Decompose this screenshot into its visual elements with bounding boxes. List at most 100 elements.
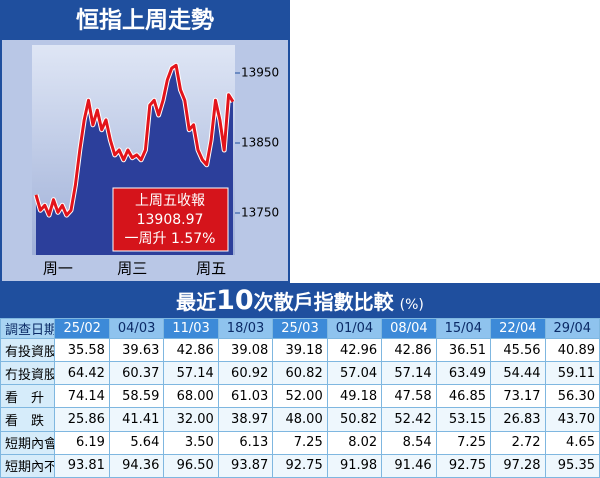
cell: 93.87 — [217, 453, 274, 478]
cell: 2.72 — [490, 430, 546, 455]
cell: 7.25 — [272, 430, 328, 455]
x-tick-label: 周一 — [43, 260, 73, 278]
row-label: 有投資股票 — [0, 337, 56, 363]
row: 短期內不會入市93.8194.3696.5093.8792.7591.9891.… — [0, 453, 600, 478]
cell: 92.75 — [435, 453, 492, 478]
cell: 47.58 — [381, 384, 437, 409]
header-cell: 08/04 — [381, 318, 437, 339]
row: 短期內會入市6.195.643.506.137.258.028.547.252.… — [0, 430, 600, 455]
cell: 53.15 — [435, 407, 492, 432]
header-cell: 22/04 — [490, 318, 546, 339]
cell: 93.81 — [54, 453, 110, 478]
cell: 36.51 — [435, 337, 492, 363]
cell: 46.85 — [435, 384, 492, 409]
table: 調查日期 25/02 04/03 11/03 18/03 25/03 01/04 08/04 1… — [0, 318, 600, 478]
cell: 68.00 — [163, 384, 219, 409]
cell: 61.03 — [217, 384, 274, 409]
cell: 39.08 — [217, 337, 274, 363]
header-cell: 11/03 — [163, 318, 219, 339]
cell: 6.19 — [54, 430, 110, 455]
unit: (%) — [399, 297, 424, 313]
cell: 54.44 — [490, 361, 546, 386]
cell: 42.86 — [381, 337, 437, 363]
cell: 48.00 — [272, 407, 328, 432]
cell: 6.13 — [217, 430, 274, 455]
cell: 64.42 — [54, 361, 110, 386]
cell: 40.89 — [544, 337, 600, 363]
annotation: 上周五收報 — [135, 193, 205, 209]
header-cell: 18/03 — [217, 318, 274, 339]
row-label: 短期內會入市 — [0, 430, 56, 455]
header-cell: 15/04 — [435, 318, 492, 339]
line — [34, 63, 235, 217]
chart-title: 恒指上周走勢 — [76, 8, 214, 34]
cell: 42.86 — [163, 337, 219, 363]
cell: 91.46 — [381, 453, 437, 478]
cell: 52.00 — [272, 384, 328, 409]
cell: 7.25 — [435, 430, 492, 455]
cell: 73.17 — [490, 384, 546, 409]
header-cell: 29/04 — [544, 318, 600, 339]
cell: 8.02 — [326, 430, 383, 455]
header-cell: 調查日期 — [0, 318, 56, 339]
cell: 58.59 — [108, 384, 165, 409]
cell: 49.18 — [326, 384, 383, 409]
cell: 52.42 — [381, 407, 437, 432]
annotation: 13908.97 — [137, 212, 204, 228]
title-bar — [0, 0, 290, 40]
cell: 63.49 — [435, 361, 492, 386]
y-tick-label: 13750 — [241, 206, 279, 220]
annotation-box — [112, 187, 229, 252]
x-tick-label: 周三 — [117, 260, 147, 278]
cell: 91.98 — [326, 453, 383, 478]
header-cell: 25/02 — [54, 318, 110, 339]
row: 冇投資股票64.4260.3757.1460.9260.8257.0457.14… — [0, 361, 600, 386]
cell: 59.11 — [544, 361, 600, 386]
cell: 42.96 — [326, 337, 383, 363]
cell: 35.58 — [54, 337, 110, 363]
cell: 4.65 — [544, 430, 600, 455]
cell: 32.00 — [163, 407, 219, 432]
cell: 25.86 — [54, 407, 110, 432]
row: 看 跌 25.86 41.41 32.00 38.97 48.00 50.82 52.42 53… — [0, 407, 600, 432]
row-label: 冇投資股票 — [0, 361, 56, 386]
cell: 38.97 — [217, 407, 274, 432]
cell: 41.41 — [108, 407, 165, 432]
row-label: 看 升 — [0, 384, 56, 409]
cell: 3.50 — [163, 430, 219, 455]
cell: 57.14 — [381, 361, 437, 386]
chart: 恒指上周走勢 13750 13850 13950 周一 周三 周五 上周五收報 13908.9… — [0, 0, 290, 283]
cell: 39.18 — [272, 337, 328, 363]
cell: 92.75 — [272, 453, 328, 478]
cell: 57.14 — [163, 361, 219, 386]
cell: 50.82 — [326, 407, 383, 432]
x-tick-label: 周五 — [196, 260, 226, 278]
row-label: 短期內不會入市 — [0, 453, 56, 478]
cell: 96.50 — [163, 453, 219, 478]
cell: 45.56 — [490, 337, 546, 363]
title-part: 次散戶指數比較 — [253, 290, 394, 314]
y-tick-label: 13850 — [241, 136, 279, 150]
cell: 56.30 — [544, 384, 600, 409]
header-cell: 01/04 — [326, 318, 383, 339]
cell: 94.36 — [108, 453, 165, 478]
cell: 95.35 — [544, 453, 600, 478]
header-cell: 25/03 — [272, 318, 328, 339]
cell: 57.04 — [326, 361, 383, 386]
header-cell: 04/03 — [108, 318, 165, 339]
row: 有投資股票35.5839.6342.8639.0839.1842.9642.86… — [0, 337, 600, 363]
y-tick-label: 13950 — [241, 66, 279, 80]
title-part: 10 — [216, 285, 254, 316]
cell: 74.14 — [54, 384, 110, 409]
cell: 26.83 — [490, 407, 546, 432]
title-part: 最近 — [176, 290, 217, 314]
table-title: 最近10次散戶指數比較 (%) — [0, 283, 600, 318]
cell: 97.28 — [490, 453, 546, 478]
cell: 39.63 — [108, 337, 165, 363]
cell: 60.92 — [217, 361, 274, 386]
cell: 60.82 — [272, 361, 328, 386]
row: 看 升 74.14 58.59 68.00 61.03 52.00 49.18 47.58 46… — [0, 384, 600, 409]
cell: 5.64 — [108, 430, 165, 455]
annotation: 一周升 1.57% — [125, 231, 216, 247]
